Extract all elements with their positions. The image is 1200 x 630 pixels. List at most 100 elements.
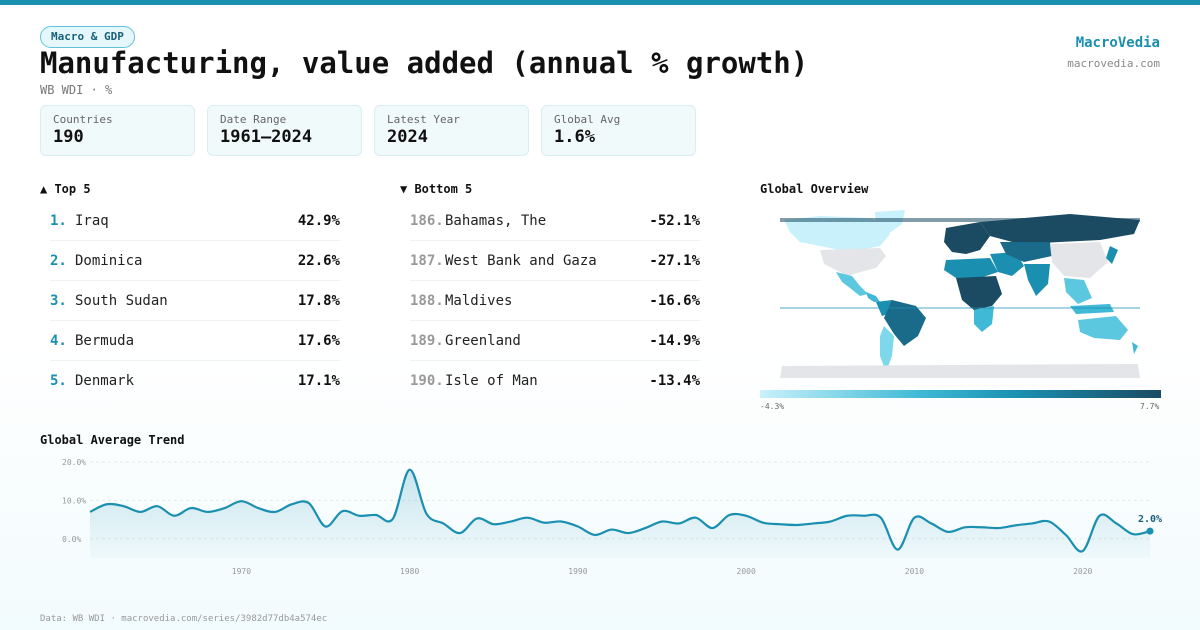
country-name: Bahamas, The xyxy=(445,212,547,229)
top5-list: 1. Iraq 42.9% 2. Dominica 22.6% 3. South… xyxy=(50,201,340,401)
country-value: -52.1% xyxy=(649,212,700,229)
x-tick-label: 1990 xyxy=(568,567,587,576)
map-region-europe[interactable] xyxy=(944,222,990,254)
stats-row: Countries 190 Date Range 1961–2024 Lates… xyxy=(40,105,696,156)
list-item[interactable]: 186. Bahamas, The -52.1% xyxy=(410,201,700,241)
country-name: Iraq xyxy=(75,212,109,229)
y-tick-label: 10.0% xyxy=(62,496,86,505)
world-map[interactable] xyxy=(780,206,1140,378)
brand-name[interactable]: MacroVedia xyxy=(1075,35,1160,51)
page-title: Manufacturing, value added (annual % gro… xyxy=(40,46,809,80)
map-region-southeast-asia[interactable] xyxy=(1064,278,1092,304)
map-region-central-asia[interactable] xyxy=(1000,242,1052,262)
trend-title: Global Average Trend xyxy=(40,433,185,447)
trend-line[interactable] xyxy=(89,468,1151,553)
stat-card-global-avg: Global Avg 1.6% xyxy=(541,105,696,156)
map-region-japan[interactable] xyxy=(1106,246,1118,264)
rank-number: 4. xyxy=(50,332,67,349)
map-legend-min: -4.3% xyxy=(760,402,785,411)
list-item[interactable]: 5. Denmark 17.1% xyxy=(50,361,340,401)
page-subtitle: WB WDI · % xyxy=(40,83,113,97)
list-item[interactable]: 4. Bermuda 17.6% xyxy=(50,321,340,361)
stat-card-latest-year: Latest Year 2024 xyxy=(374,105,529,156)
country-value: -14.9% xyxy=(649,332,700,349)
stat-label: Global Avg xyxy=(554,113,621,126)
stat-value: 1.6% xyxy=(554,127,595,147)
map-region-north-africa[interactable] xyxy=(944,258,998,278)
country-name: Bermuda xyxy=(75,332,135,349)
map-title: Global Overview xyxy=(760,182,869,196)
top5-title: ▲ Top 5 xyxy=(40,182,91,196)
rank-number: 5. xyxy=(50,373,67,389)
category-tag[interactable]: Macro & GDP xyxy=(40,26,135,48)
list-item[interactable]: 190. Isle of Man -13.4% xyxy=(410,361,700,401)
list-item[interactable]: 187. West Bank and Gaza -27.1% xyxy=(410,241,700,281)
country-value: -16.6% xyxy=(649,292,700,309)
map-region-usa[interactable] xyxy=(820,248,886,276)
map-region-central-africa[interactable] xyxy=(956,276,1002,310)
map-region-indonesia[interactable] xyxy=(1070,304,1114,314)
stat-value: 2024 xyxy=(387,127,428,147)
map-region-canada[interactable] xyxy=(784,216,890,250)
top-accent-bar xyxy=(0,0,1200,5)
x-tick-label: 2010 xyxy=(905,567,924,576)
map-region-brazil[interactable] xyxy=(884,300,926,346)
map-legend-gradient xyxy=(760,390,1161,398)
stat-label: Countries xyxy=(53,113,113,126)
list-item[interactable]: 3. South Sudan 17.8% xyxy=(50,281,340,321)
country-name: West Bank and Gaza xyxy=(445,252,597,269)
map-region-central-america[interactable] xyxy=(866,292,880,302)
stat-value: 1961–2024 xyxy=(220,127,313,147)
list-item[interactable]: 2. Dominica 22.6% xyxy=(50,241,340,281)
stat-value: 190 xyxy=(53,127,84,147)
brand: MacroVedia macrovedia.com xyxy=(1067,35,1160,70)
rank-number: 189. xyxy=(410,332,444,349)
country-name: Dominica xyxy=(75,252,143,269)
country-value: 17.8% xyxy=(297,292,340,309)
country-name: Maldives xyxy=(445,292,513,309)
rank-number: 1. xyxy=(50,212,67,229)
map-region-new-zealand[interactable] xyxy=(1132,342,1138,354)
map-region-antarctica[interactable] xyxy=(780,364,1140,378)
map-region-mexico[interactable] xyxy=(836,272,868,296)
country-value: 42.9% xyxy=(297,212,340,229)
trend-chart[interactable]: 20.0% 10.0% 0.0% 1970 1980 1990 2000 2010 2020 2.… xyxy=(0,450,1200,590)
country-value: -27.1% xyxy=(649,252,700,269)
list-item[interactable]: 188. Maldives -16.6% xyxy=(410,281,700,321)
country-value: 22.6% xyxy=(297,252,340,269)
y-tick-label: 0.0% xyxy=(62,535,81,544)
map-region-australia[interactable] xyxy=(1078,316,1128,340)
rank-number: 188. xyxy=(410,292,444,309)
rank-number: 2. xyxy=(50,252,67,269)
country-name: South Sudan xyxy=(75,292,168,309)
rank-number: 3. xyxy=(50,292,67,309)
map-top-band xyxy=(780,218,1140,222)
last-point-marker[interactable] xyxy=(1146,527,1154,535)
stat-card-date-range: Date Range 1961–2024 xyxy=(207,105,362,156)
x-tick-label: 1970 xyxy=(232,567,251,576)
list-item[interactable]: 189. Greenland -14.9% xyxy=(410,321,700,361)
list-item[interactable]: 1. Iraq 42.9% xyxy=(50,201,340,241)
map-region-india[interactable] xyxy=(1024,264,1050,296)
country-value: 17.1% xyxy=(297,373,340,389)
x-tick-label: 2020 xyxy=(1073,567,1092,576)
trend-area xyxy=(90,469,1150,558)
country-name: Greenland xyxy=(445,332,521,349)
country-value: 17.6% xyxy=(297,332,340,349)
map-region-argentina[interactable] xyxy=(880,326,894,372)
stat-label: Date Range xyxy=(220,113,287,126)
last-point-label: 2.0% xyxy=(1138,514,1162,525)
rank-number: 187. xyxy=(410,252,444,269)
country-name: Denmark xyxy=(75,373,135,389)
map-region-china[interactable] xyxy=(1050,242,1108,278)
map-region-south-africa[interactable] xyxy=(974,306,994,332)
y-tick-label: 20.0% xyxy=(62,458,86,467)
country-value: -13.4% xyxy=(649,373,700,389)
stat-card-countries: Countries 190 xyxy=(40,105,195,156)
rank-number: 186. xyxy=(410,212,444,229)
bottom5-title: ▼ Bottom 5 xyxy=(400,182,473,196)
map-legend-max: 7.7% xyxy=(1140,402,1160,411)
brand-url[interactable]: macrovedia.com xyxy=(1067,57,1160,70)
footer-source: Data: WB WDI · macrovedia.com/series/398… xyxy=(40,614,328,624)
world-map-svg xyxy=(780,210,1140,378)
